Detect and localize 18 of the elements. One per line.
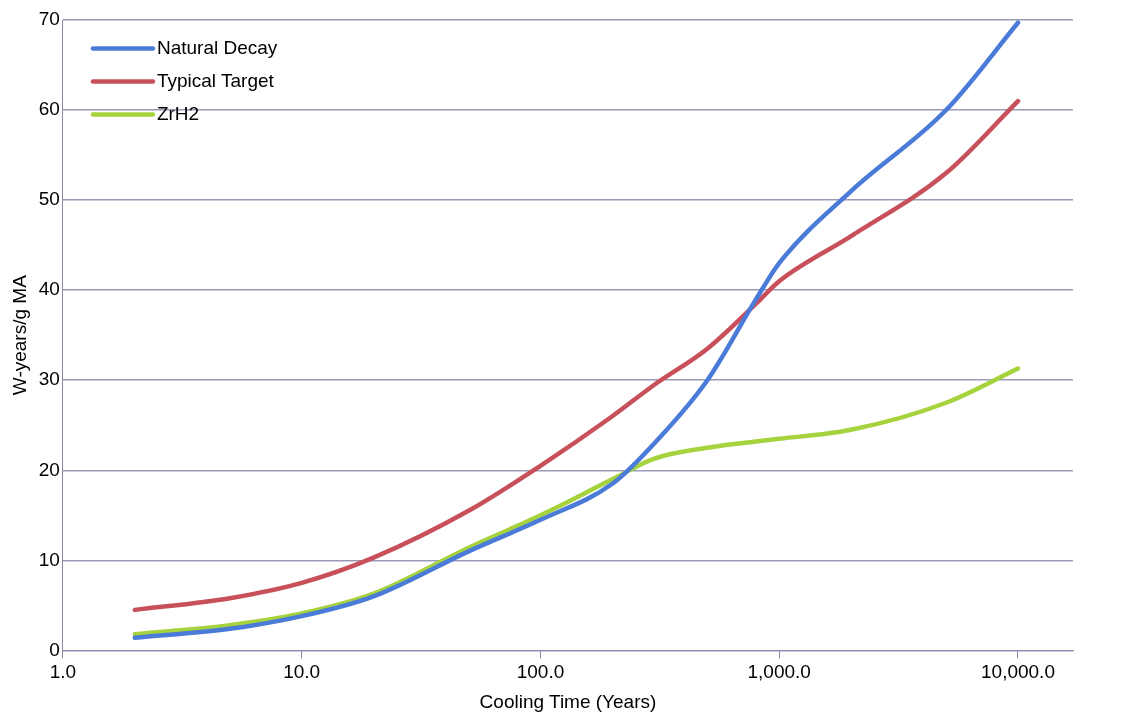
y-tick-label: 10: [38, 548, 60, 570]
y-tick-label: 20: [38, 458, 60, 480]
x-tick-label: 10,000.0: [980, 661, 1055, 683]
y-axis-title: W-years/g MA: [8, 274, 30, 396]
y-tick-label: 0: [49, 638, 60, 660]
x-tick-label: 10.0: [283, 661, 321, 683]
x-tick-label: 1,000.0: [747, 661, 811, 683]
legend-label: ZrH2: [156, 102, 200, 124]
y-tick-label: 70: [38, 8, 60, 30]
x-tick-label: 1.0: [49, 661, 77, 683]
y-tick-label: 40: [38, 278, 60, 300]
y-tick-label: 60: [38, 98, 60, 120]
x-tick-label: 100.0: [516, 661, 565, 683]
legend-label: Natural Decay: [156, 36, 278, 58]
legend-label: Typical Target: [156, 69, 275, 91]
y-tick-label: 50: [38, 188, 60, 210]
y-tick-label: 30: [38, 368, 60, 390]
x-axis-title: Cooling Time (Years): [479, 690, 657, 712]
